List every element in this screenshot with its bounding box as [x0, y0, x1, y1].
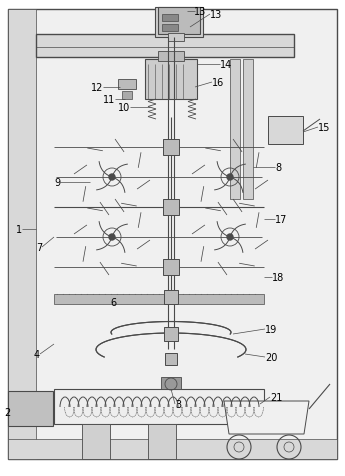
Circle shape [227, 175, 233, 180]
Bar [168, 34, 184, 42]
Text: 14: 14 [220, 60, 232, 70]
Bar [162, 25, 178, 32]
Bar [161, 377, 181, 389]
Text: 12: 12 [91, 83, 103, 93]
Text: 11: 11 [103, 95, 115, 105]
Text: 10: 10 [118, 103, 130, 113]
Bar [82, 424, 110, 459]
Text: 1: 1 [16, 225, 22, 235]
Circle shape [109, 235, 115, 240]
Bar [145, 60, 197, 100]
Bar [118, 80, 136, 90]
Bar [165, 353, 177, 365]
Text: 4: 4 [34, 349, 40, 359]
Bar [54, 294, 264, 304]
Bar [54, 118, 264, 298]
Bar [162, 15, 178, 22]
Circle shape [227, 235, 233, 240]
Bar [163, 140, 179, 156]
Text: 15: 15 [318, 123, 331, 133]
Text: 13: 13 [210, 10, 222, 20]
Circle shape [166, 77, 176, 87]
Text: 8: 8 [275, 163, 281, 173]
Text: 16: 16 [212, 78, 224, 88]
Text: 3: 3 [175, 399, 181, 409]
Bar [54, 304, 264, 389]
Text: 9: 9 [54, 178, 60, 188]
Bar [230, 60, 240, 199]
Bar [163, 259, 179, 276]
Bar [163, 199, 179, 216]
Bar [158, 52, 184, 62]
Bar [164, 290, 178, 304]
Circle shape [109, 175, 115, 180]
Bar [155, 8, 203, 38]
Bar [122, 92, 132, 100]
Bar [158, 8, 200, 35]
Bar [36, 35, 294, 58]
Text: 19: 19 [265, 324, 277, 334]
Text: 18: 18 [272, 272, 284, 282]
Text: 6: 6 [110, 298, 116, 307]
Text: 2: 2 [4, 407, 10, 417]
Text: 7: 7 [36, 242, 42, 252]
Bar [8, 391, 53, 426]
Bar [164, 327, 178, 341]
Bar [8, 10, 36, 459]
Bar [54, 389, 264, 424]
Bar [8, 439, 337, 459]
Text: 17: 17 [275, 215, 287, 225]
Text: 21: 21 [270, 392, 282, 402]
Text: 13: 13 [194, 7, 206, 17]
Text: 20: 20 [265, 352, 277, 362]
Bar [268, 117, 303, 145]
Bar [243, 60, 253, 199]
Polygon shape [224, 401, 309, 434]
Bar [148, 424, 176, 459]
